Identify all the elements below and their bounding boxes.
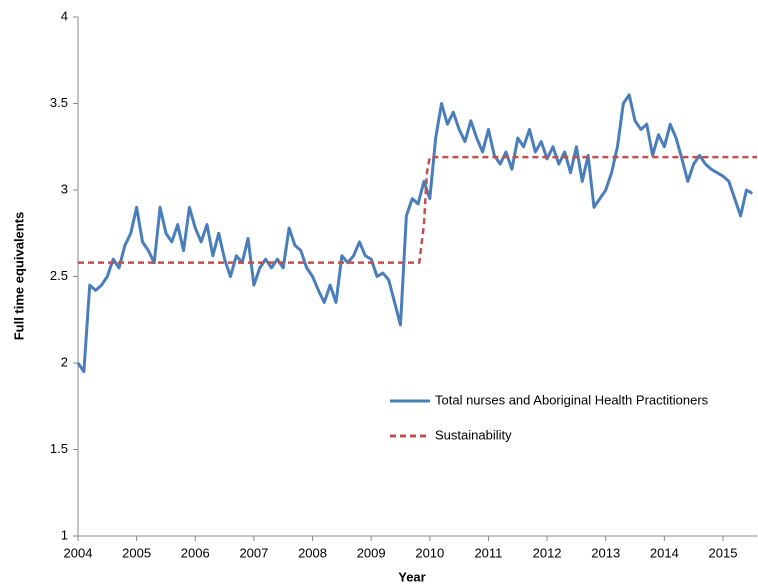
x-tick-label: 2010 bbox=[415, 545, 444, 560]
y-tick-label: 2.5 bbox=[50, 268, 68, 283]
x-tick-label: 2008 bbox=[298, 545, 327, 560]
series-line bbox=[76, 93, 754, 374]
x-tick-label: 2014 bbox=[650, 545, 679, 560]
x-tick-label: 2012 bbox=[533, 545, 562, 560]
y-tick-label: 3.5 bbox=[50, 95, 68, 110]
x-tick-label: 2015 bbox=[709, 545, 738, 560]
x-tick-label: 2013 bbox=[591, 545, 620, 560]
x-tick-label: 2007 bbox=[239, 545, 268, 560]
x-tick-label: 2005 bbox=[122, 545, 151, 560]
y-tick-label: 4 bbox=[61, 8, 68, 23]
y-tick-label: 3 bbox=[61, 181, 68, 196]
x-tick-label: 2004 bbox=[64, 545, 93, 560]
series-line bbox=[78, 155, 757, 264]
y-tick-label: 1 bbox=[61, 527, 68, 542]
y-axis-label: Full time equivalents bbox=[11, 212, 26, 341]
legend-label: Total nurses and Aboriginal Health Pract… bbox=[435, 392, 709, 407]
legend-label: Sustainability bbox=[435, 427, 512, 442]
x-axis-label: Year bbox=[398, 569, 425, 584]
x-tick-label: 2011 bbox=[474, 545, 502, 560]
y-tick-label: 2 bbox=[61, 354, 68, 369]
x-tick-label: 2009 bbox=[357, 545, 386, 560]
y-tick-label: 1.5 bbox=[50, 441, 68, 456]
x-tick-label: 2006 bbox=[181, 545, 210, 560]
